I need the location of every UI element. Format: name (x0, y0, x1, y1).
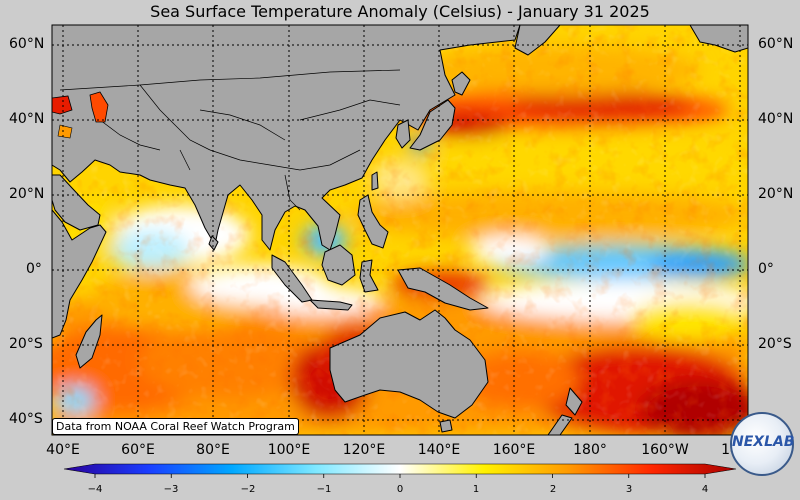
colorbar-ticks (94, 474, 706, 478)
landmass-philippines (357, 194, 389, 249)
graticule (52, 25, 748, 435)
lat-label-40s-left: 40°S (9, 411, 43, 427)
lon-label-180: 180° (573, 442, 607, 458)
colorbar-tick-label: 1 (472, 484, 480, 495)
caspian-sea (89, 91, 109, 123)
colorbar-tick-label: −2 (240, 484, 256, 495)
landmass-new-zealand (565, 387, 583, 416)
colorbar-tick-label: 3 (625, 484, 633, 495)
lon-label-160e: 160°E (492, 442, 536, 458)
lon-label-80e: 80°E (196, 442, 230, 458)
lon-label-40e: 40°E (46, 442, 80, 458)
landmass-madagascar (75, 314, 103, 369)
landmass-arabia (52, 174, 101, 231)
lat-label-20n-left: 20°N (9, 186, 45, 202)
logo-text: NEXLAB (732, 434, 795, 450)
lat-label-20s-left: 20°S (9, 336, 43, 352)
lon-label-140e: 140°E (417, 442, 461, 458)
landmass-borneo (321, 244, 356, 286)
landmass-new-guinea (397, 267, 489, 311)
colorbar-tick-label: 4 (701, 484, 709, 495)
landmass-eurasia (52, 25, 521, 251)
colorbar (63, 463, 737, 475)
lat-label-40n-left: 40°N (9, 111, 45, 127)
black-sea (52, 95, 73, 115)
colorbar-tick-label: −1 (316, 484, 332, 495)
landmass-australia (329, 309, 489, 419)
lon-label-120e: 120°E (342, 442, 386, 458)
landmass-japan (409, 99, 456, 151)
lat-label-60n-right: 60°N (758, 36, 794, 52)
lat-label-40n-right: 40°N (758, 111, 794, 127)
lat-label-60n-left: 60°N (9, 36, 45, 52)
colorbar-tick-label: −3 (163, 484, 179, 495)
lon-label-60e: 60°E (121, 442, 155, 458)
lat-label-eq-left: 0° (26, 261, 42, 277)
landmass-africa (52, 209, 107, 339)
lat-label-20s-right: 20°S (758, 336, 792, 352)
country-borders (59, 69, 401, 211)
nexlab-logo[interactable]: NEXLAB (730, 412, 795, 476)
map-title: Sea Surface Temperature Anomaly (Celsius… (150, 2, 650, 21)
lat-label-20n-right: 20°N (758, 186, 794, 202)
colorbar-tick-label: −4 (87, 484, 103, 495)
colorbar-tick-label: 0 (396, 484, 404, 495)
land (52, 25, 748, 435)
map-frame (51, 24, 749, 436)
data-credit: Data from NOAA Coral Reef Watch Program (52, 418, 299, 435)
lon-label-160w: 160°W (641, 442, 689, 458)
colorbar-tick-label: 2 (549, 484, 557, 495)
lon-label-100e: 100°E (267, 442, 311, 458)
lat-label-eq-right: 0° (758, 261, 774, 277)
